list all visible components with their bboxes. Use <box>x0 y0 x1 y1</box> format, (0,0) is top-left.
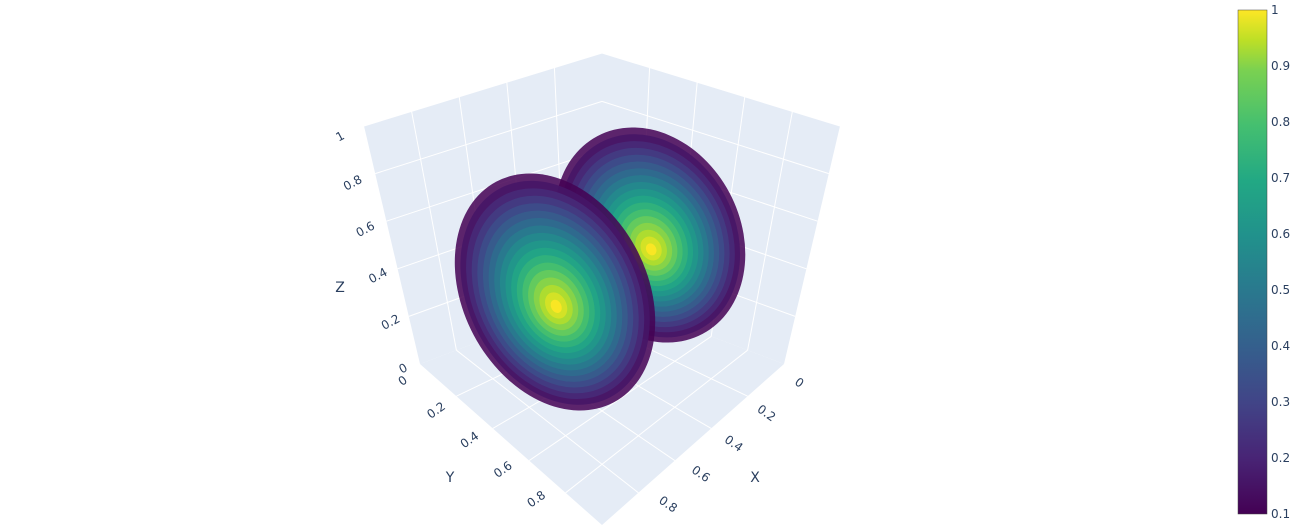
grid-line <box>747 111 793 351</box>
colorbar-bar <box>1237 9 1268 515</box>
y-tick-label: 0.2 <box>424 399 448 421</box>
grid-line <box>528 335 712 462</box>
x-tick-label: 0.2 <box>755 402 779 424</box>
grid-line <box>601 52 841 127</box>
colorbar-ticks: 0.1 0.2 0.3 0.4 0.5 0.6 0.7 0.8 0.9 1 <box>1271 3 1290 521</box>
x-tick-label: 0.8 <box>656 493 680 515</box>
x-axis-ticks: 0 0.2 0.4 0.6 0.8 <box>656 375 806 516</box>
y-tick-label: 0 <box>396 373 410 389</box>
x-tick-label: 0 <box>792 375 806 391</box>
colorbar: 0.1 0.2 0.3 0.4 0.5 0.6 0.7 0.8 0.9 1 <box>1237 3 1290 521</box>
volume-blobs[interactable] <box>415 94 782 446</box>
y-axis-title: Y <box>445 470 455 486</box>
z-tick-label: 0.6 <box>354 219 377 240</box>
grid-line <box>363 52 603 127</box>
volume-blob[interactable] <box>415 138 695 445</box>
y-tick-label: 0.6 <box>491 458 515 480</box>
isosurface-shell <box>550 299 562 313</box>
colorbar-tick-label: 0.5 <box>1271 283 1290 297</box>
colorbar-tick-label: 0.6 <box>1271 227 1290 241</box>
colorbar-tick-label: 0.3 <box>1271 395 1290 409</box>
x-tick-label: 0.4 <box>722 432 746 454</box>
z-axis-title: Z <box>335 280 345 296</box>
grid-line <box>565 349 748 494</box>
grid-line <box>456 349 639 494</box>
grid-line <box>375 100 603 175</box>
grid-line <box>601 100 829 175</box>
colorbar-tick-label: 0.2 <box>1271 451 1290 465</box>
colorbar-tick-label: 0.9 <box>1271 59 1290 73</box>
colorbar-tick-label: 0.4 <box>1271 339 1290 353</box>
x-tick-label: 0.6 <box>689 463 713 485</box>
z-tick-label: 1 <box>333 128 346 144</box>
y-tick-label: 0.4 <box>458 429 482 451</box>
y-tick-label: 0.8 <box>524 488 548 510</box>
isosurface-shell <box>645 243 657 256</box>
grid-line <box>411 111 457 351</box>
colorbar-tick-label: 0.7 <box>1271 171 1290 185</box>
colorbar-tick-label: 0.8 <box>1271 115 1290 129</box>
colorbar-tick-label: 0.1 <box>1271 507 1290 521</box>
z-tick-label: 0.8 <box>341 172 364 193</box>
z-tick-label: 0.2 <box>379 311 402 332</box>
x-axis-title: X <box>750 470 760 486</box>
colorbar-tick-label: 1 <box>1271 3 1279 17</box>
z-tick-label: 0.4 <box>366 265 389 286</box>
